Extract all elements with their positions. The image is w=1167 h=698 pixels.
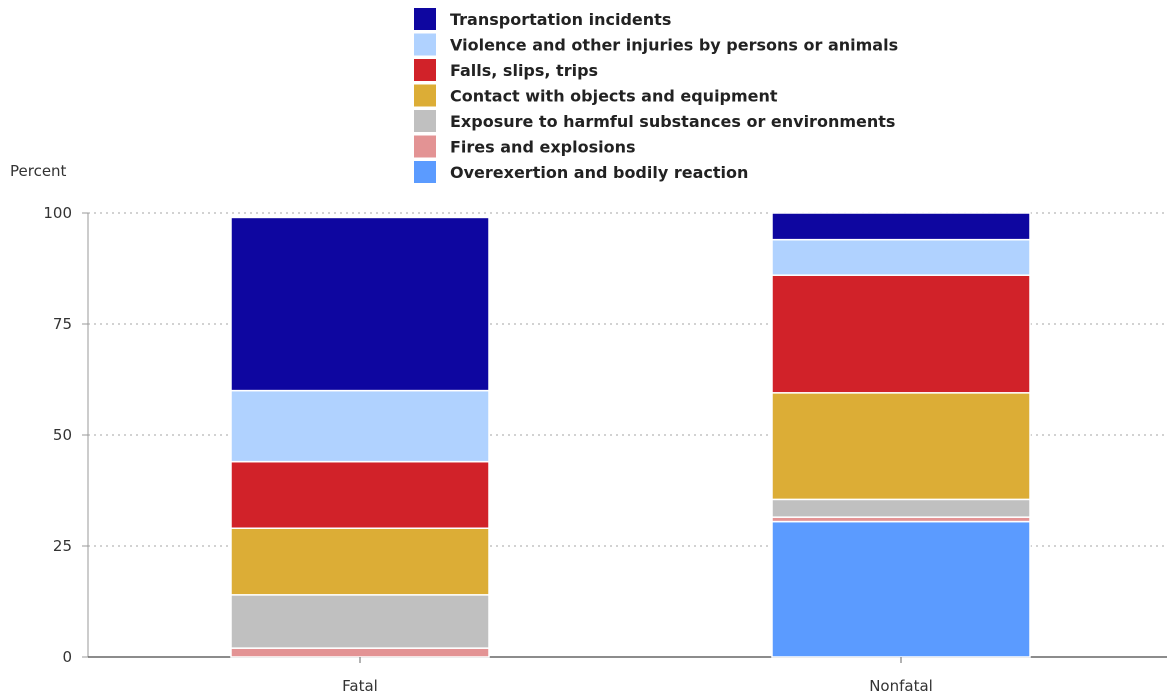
bar-segment [230, 647, 490, 658]
legend-swatch [414, 59, 436, 81]
bar-segment [771, 392, 1031, 501]
x-tick-label: Nonfatal [869, 677, 933, 695]
legend-swatch [414, 8, 436, 30]
bar-segment [230, 216, 490, 392]
bar-segment [230, 594, 490, 649]
bar-segment [771, 520, 1031, 658]
x-axis-ticks: Fatal Nonfatal [342, 657, 933, 695]
bars [230, 212, 1031, 658]
legend-label: Contact with objects and equipment [450, 87, 778, 106]
y-tick-label: 25 [53, 537, 72, 555]
legend-swatch [414, 110, 436, 132]
bar-segment [771, 274, 1031, 394]
bar-segment [771, 212, 1031, 241]
legend-swatch [414, 161, 436, 183]
legend-label: Overexertion and bodily reaction [450, 163, 748, 182]
y-axis-ticks: 0 25 50 75 100 [43, 204, 88, 666]
legend-label: Falls, slips, trips [450, 61, 598, 80]
bar-segment [230, 389, 490, 463]
x-tick-label: Fatal [342, 677, 378, 695]
y-tick-label: 75 [53, 315, 72, 333]
legend: Transportation incidents Violence and oth… [414, 8, 898, 183]
bar-segment [771, 238, 1031, 276]
y-tick-label: 50 [53, 426, 72, 444]
legend-swatch [414, 84, 436, 107]
legend-swatch [414, 135, 436, 158]
y-axis-title: Percent [10, 162, 67, 180]
legend-swatch [414, 33, 436, 56]
legend-label: Exposure to harmful substances or enviro… [450, 112, 895, 131]
legend-label: Violence and other injuries by persons o… [450, 36, 898, 55]
bar-segment [771, 498, 1031, 518]
legend-label: Transportation incidents [450, 10, 671, 29]
y-tick-label: 0 [62, 648, 72, 666]
bar-segment [230, 460, 490, 529]
legend-label: Fires and explosions [450, 138, 635, 157]
bar-segment [230, 527, 490, 596]
y-tick-label: 100 [43, 204, 72, 222]
